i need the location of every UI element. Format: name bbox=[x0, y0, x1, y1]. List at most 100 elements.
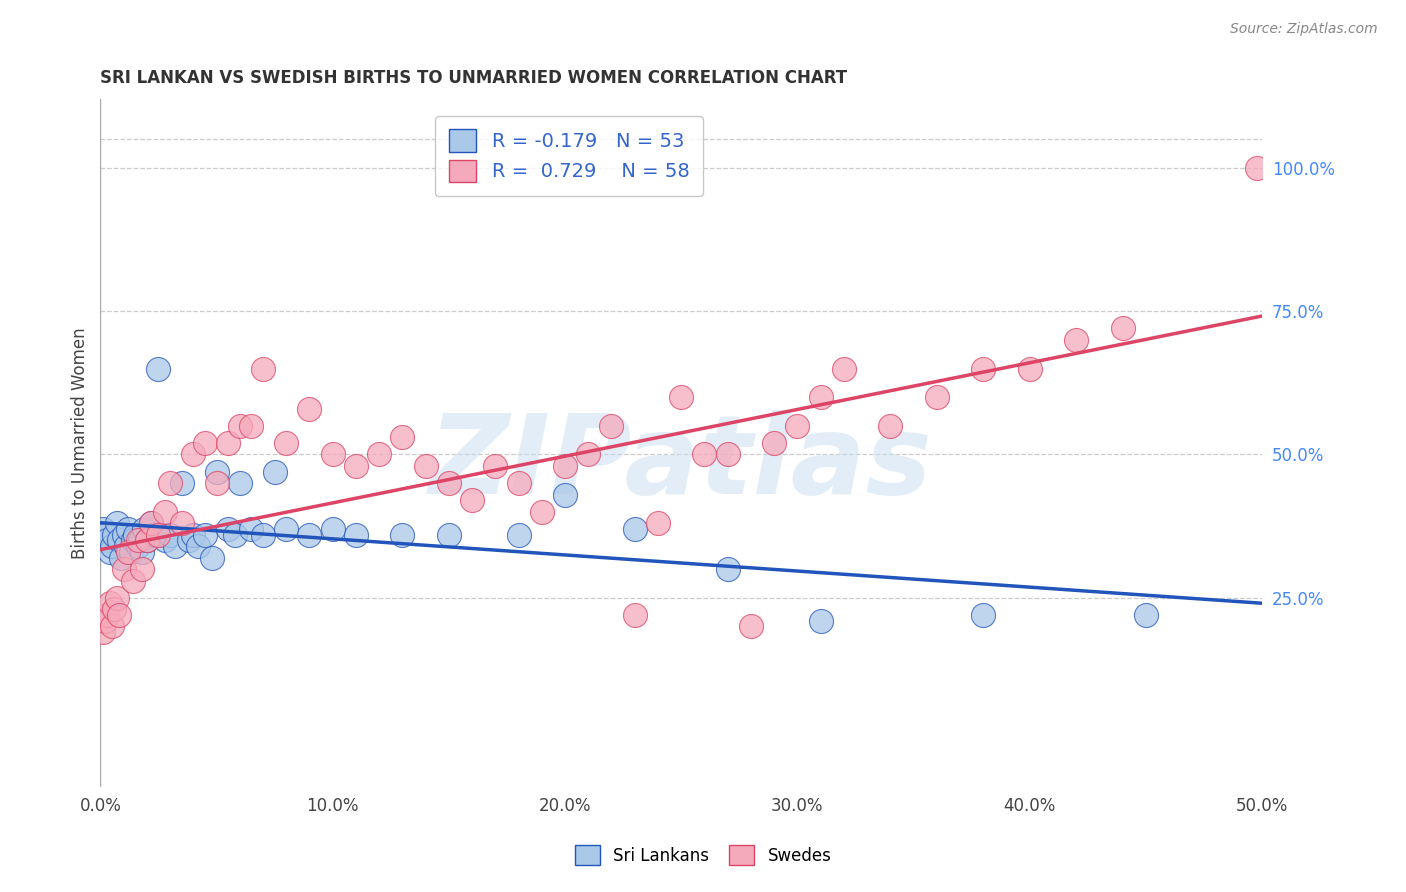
Point bbox=[177, 533, 200, 548]
Point bbox=[103, 527, 125, 541]
Point bbox=[740, 619, 762, 633]
Point bbox=[194, 436, 217, 450]
Point bbox=[229, 418, 252, 433]
Point bbox=[576, 447, 599, 461]
Point bbox=[224, 527, 246, 541]
Point bbox=[391, 527, 413, 541]
Point bbox=[786, 418, 808, 433]
Point bbox=[344, 458, 367, 473]
Point bbox=[115, 539, 138, 553]
Text: Source: ZipAtlas.com: Source: ZipAtlas.com bbox=[1230, 22, 1378, 37]
Point bbox=[201, 550, 224, 565]
Point bbox=[127, 533, 149, 548]
Point bbox=[163, 539, 186, 553]
Point bbox=[148, 527, 170, 541]
Point bbox=[117, 522, 139, 536]
Point bbox=[810, 390, 832, 404]
Point bbox=[142, 527, 165, 541]
Point bbox=[276, 436, 298, 450]
Point bbox=[1111, 321, 1133, 335]
Point bbox=[693, 447, 716, 461]
Point bbox=[508, 527, 530, 541]
Text: ZIPatlas: ZIPatlas bbox=[429, 410, 934, 517]
Point bbox=[484, 458, 506, 473]
Point bbox=[105, 516, 128, 531]
Point bbox=[91, 625, 114, 640]
Point bbox=[122, 533, 145, 548]
Point bbox=[112, 527, 135, 541]
Point bbox=[94, 527, 117, 541]
Point bbox=[141, 516, 163, 531]
Point bbox=[623, 522, 645, 536]
Point bbox=[647, 516, 669, 531]
Point bbox=[96, 607, 118, 622]
Point bbox=[135, 533, 157, 548]
Point bbox=[101, 539, 124, 553]
Point bbox=[263, 465, 285, 479]
Point bbox=[1135, 607, 1157, 622]
Point bbox=[108, 607, 131, 622]
Point bbox=[1246, 161, 1268, 175]
Point bbox=[437, 527, 460, 541]
Point bbox=[155, 505, 177, 519]
Point bbox=[98, 545, 121, 559]
Point bbox=[298, 527, 321, 541]
Point bbox=[120, 545, 142, 559]
Point bbox=[217, 436, 239, 450]
Point bbox=[94, 614, 117, 628]
Point bbox=[252, 527, 274, 541]
Point bbox=[159, 476, 181, 491]
Point bbox=[600, 418, 623, 433]
Point bbox=[322, 522, 344, 536]
Point bbox=[187, 539, 209, 553]
Point bbox=[1018, 361, 1040, 376]
Point bbox=[717, 562, 740, 576]
Point bbox=[117, 545, 139, 559]
Point bbox=[508, 476, 530, 491]
Point bbox=[972, 361, 994, 376]
Point bbox=[832, 361, 855, 376]
Point bbox=[623, 607, 645, 622]
Point bbox=[972, 607, 994, 622]
Point bbox=[276, 522, 298, 536]
Point bbox=[127, 539, 149, 553]
Point bbox=[879, 418, 901, 433]
Point bbox=[530, 505, 553, 519]
Point bbox=[763, 436, 786, 450]
Point bbox=[141, 516, 163, 531]
Point bbox=[205, 476, 228, 491]
Point bbox=[205, 465, 228, 479]
Text: SRI LANKAN VS SWEDISH BIRTHS TO UNMARRIED WOMEN CORRELATION CHART: SRI LANKAN VS SWEDISH BIRTHS TO UNMARRIE… bbox=[100, 69, 848, 87]
Point bbox=[461, 493, 484, 508]
Point bbox=[122, 574, 145, 588]
Point bbox=[96, 533, 118, 548]
Point bbox=[717, 447, 740, 461]
Point bbox=[105, 591, 128, 605]
Point bbox=[152, 527, 174, 541]
Point bbox=[554, 458, 576, 473]
Point bbox=[91, 522, 114, 536]
Point bbox=[368, 447, 391, 461]
Legend: Sri Lankans, Swedes: Sri Lankans, Swedes bbox=[565, 836, 841, 875]
Point bbox=[131, 545, 153, 559]
Point bbox=[229, 476, 252, 491]
Point bbox=[194, 527, 217, 541]
Point bbox=[415, 458, 437, 473]
Point bbox=[103, 602, 125, 616]
Point bbox=[134, 522, 156, 536]
Point bbox=[391, 430, 413, 444]
Point bbox=[298, 401, 321, 416]
Point bbox=[181, 447, 204, 461]
Point bbox=[322, 447, 344, 461]
Point bbox=[437, 476, 460, 491]
Point bbox=[217, 522, 239, 536]
Point bbox=[344, 527, 367, 541]
Point bbox=[148, 361, 170, 376]
Point bbox=[669, 390, 692, 404]
Point bbox=[135, 533, 157, 548]
Point bbox=[170, 476, 193, 491]
Point bbox=[810, 614, 832, 628]
Point bbox=[112, 562, 135, 576]
Point bbox=[554, 487, 576, 501]
Point bbox=[240, 418, 263, 433]
